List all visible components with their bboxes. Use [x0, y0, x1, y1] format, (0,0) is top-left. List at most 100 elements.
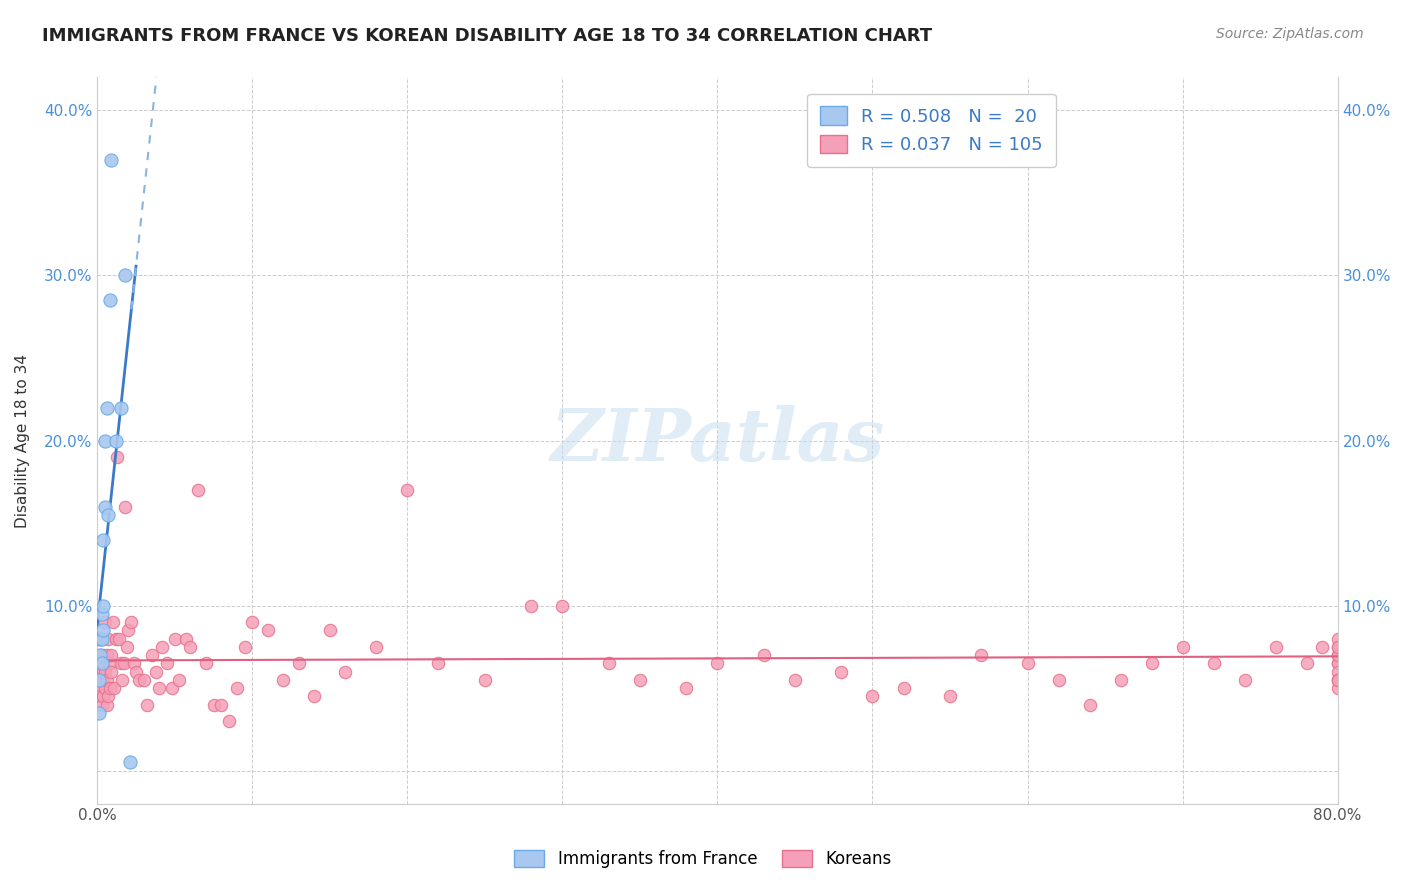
Point — [98, 293, 121, 308]
Point — [114, 268, 136, 283]
Point — [202, 698, 225, 712]
Point — [90, 698, 112, 712]
Point — [304, 690, 326, 704]
Point — [1326, 673, 1348, 687]
Point — [830, 665, 852, 679]
Point — [97, 690, 120, 704]
Point — [90, 673, 112, 687]
Point — [396, 483, 419, 497]
Point — [1017, 657, 1039, 671]
Point — [101, 615, 124, 629]
Point — [94, 681, 117, 695]
Text: IMMIGRANTS FROM FRANCE VS KOREAN DISABILITY AGE 18 TO 34 CORRELATION CHART: IMMIGRANTS FROM FRANCE VS KOREAN DISABIL… — [42, 27, 932, 45]
Point — [117, 624, 139, 638]
Point — [96, 673, 118, 687]
Point — [148, 681, 170, 695]
Point — [194, 657, 217, 671]
Point — [160, 681, 183, 695]
Point — [93, 657, 115, 671]
Point — [96, 401, 118, 415]
Point — [150, 640, 173, 654]
Point — [93, 648, 115, 662]
Point — [1264, 640, 1286, 654]
Point — [118, 756, 141, 770]
Point — [970, 648, 993, 662]
Point — [1171, 640, 1194, 654]
Point — [89, 648, 111, 662]
Legend: R = 0.508   N =  20, R = 0.037   N = 105: R = 0.508 N = 20, R = 0.037 N = 105 — [807, 94, 1056, 167]
Point — [156, 657, 179, 671]
Point — [93, 599, 115, 613]
Point — [89, 632, 111, 646]
Point — [1326, 648, 1348, 662]
Point — [104, 632, 127, 646]
Point — [218, 714, 240, 728]
Point — [89, 648, 111, 662]
Point — [1140, 657, 1163, 671]
Text: ZIPatlas: ZIPatlas — [550, 405, 884, 476]
Point — [94, 500, 117, 514]
Point — [87, 673, 110, 687]
Point — [89, 690, 111, 704]
Point — [1326, 673, 1348, 687]
Point — [111, 673, 134, 687]
Point — [90, 657, 112, 671]
Point — [112, 657, 135, 671]
Point — [1326, 665, 1348, 679]
Point — [94, 434, 117, 448]
Point — [233, 640, 256, 654]
Point — [87, 681, 110, 695]
Point — [100, 648, 122, 662]
Point — [1109, 673, 1132, 687]
Point — [93, 624, 115, 638]
Point — [93, 533, 115, 547]
Point — [520, 599, 543, 613]
Point — [598, 657, 620, 671]
Point — [256, 624, 278, 638]
Point — [1326, 673, 1348, 687]
Point — [1326, 648, 1348, 662]
Point — [115, 640, 138, 654]
Point — [427, 657, 450, 671]
Point — [135, 698, 157, 712]
Point — [98, 657, 121, 671]
Point — [145, 665, 167, 679]
Point — [90, 607, 112, 621]
Point — [1326, 657, 1348, 671]
Point — [87, 706, 110, 720]
Point — [1047, 673, 1070, 687]
Point — [132, 673, 155, 687]
Point — [628, 673, 651, 687]
Point — [319, 624, 342, 638]
Point — [187, 483, 209, 497]
Legend: Immigrants from France, Koreans: Immigrants from France, Koreans — [508, 843, 898, 875]
Point — [1202, 657, 1225, 671]
Point — [96, 698, 118, 712]
Point — [93, 690, 115, 704]
Point — [93, 665, 115, 679]
Point — [124, 657, 146, 671]
Point — [1078, 698, 1101, 712]
Point — [87, 632, 110, 646]
Point — [128, 673, 150, 687]
Point — [163, 632, 186, 646]
Point — [1295, 657, 1317, 671]
Point — [103, 681, 125, 695]
Point — [94, 665, 117, 679]
Point — [90, 632, 112, 646]
Point — [1326, 681, 1348, 695]
Point — [335, 665, 357, 679]
Point — [108, 632, 131, 646]
Point — [94, 615, 117, 629]
Point — [97, 632, 120, 646]
Point — [862, 690, 884, 704]
Point — [97, 508, 120, 522]
Point — [939, 690, 962, 704]
Point — [110, 657, 132, 671]
Point — [104, 434, 127, 448]
Point — [706, 657, 728, 671]
Point — [107, 450, 129, 464]
Point — [100, 153, 122, 167]
Point — [752, 648, 775, 662]
Point — [1326, 632, 1348, 646]
